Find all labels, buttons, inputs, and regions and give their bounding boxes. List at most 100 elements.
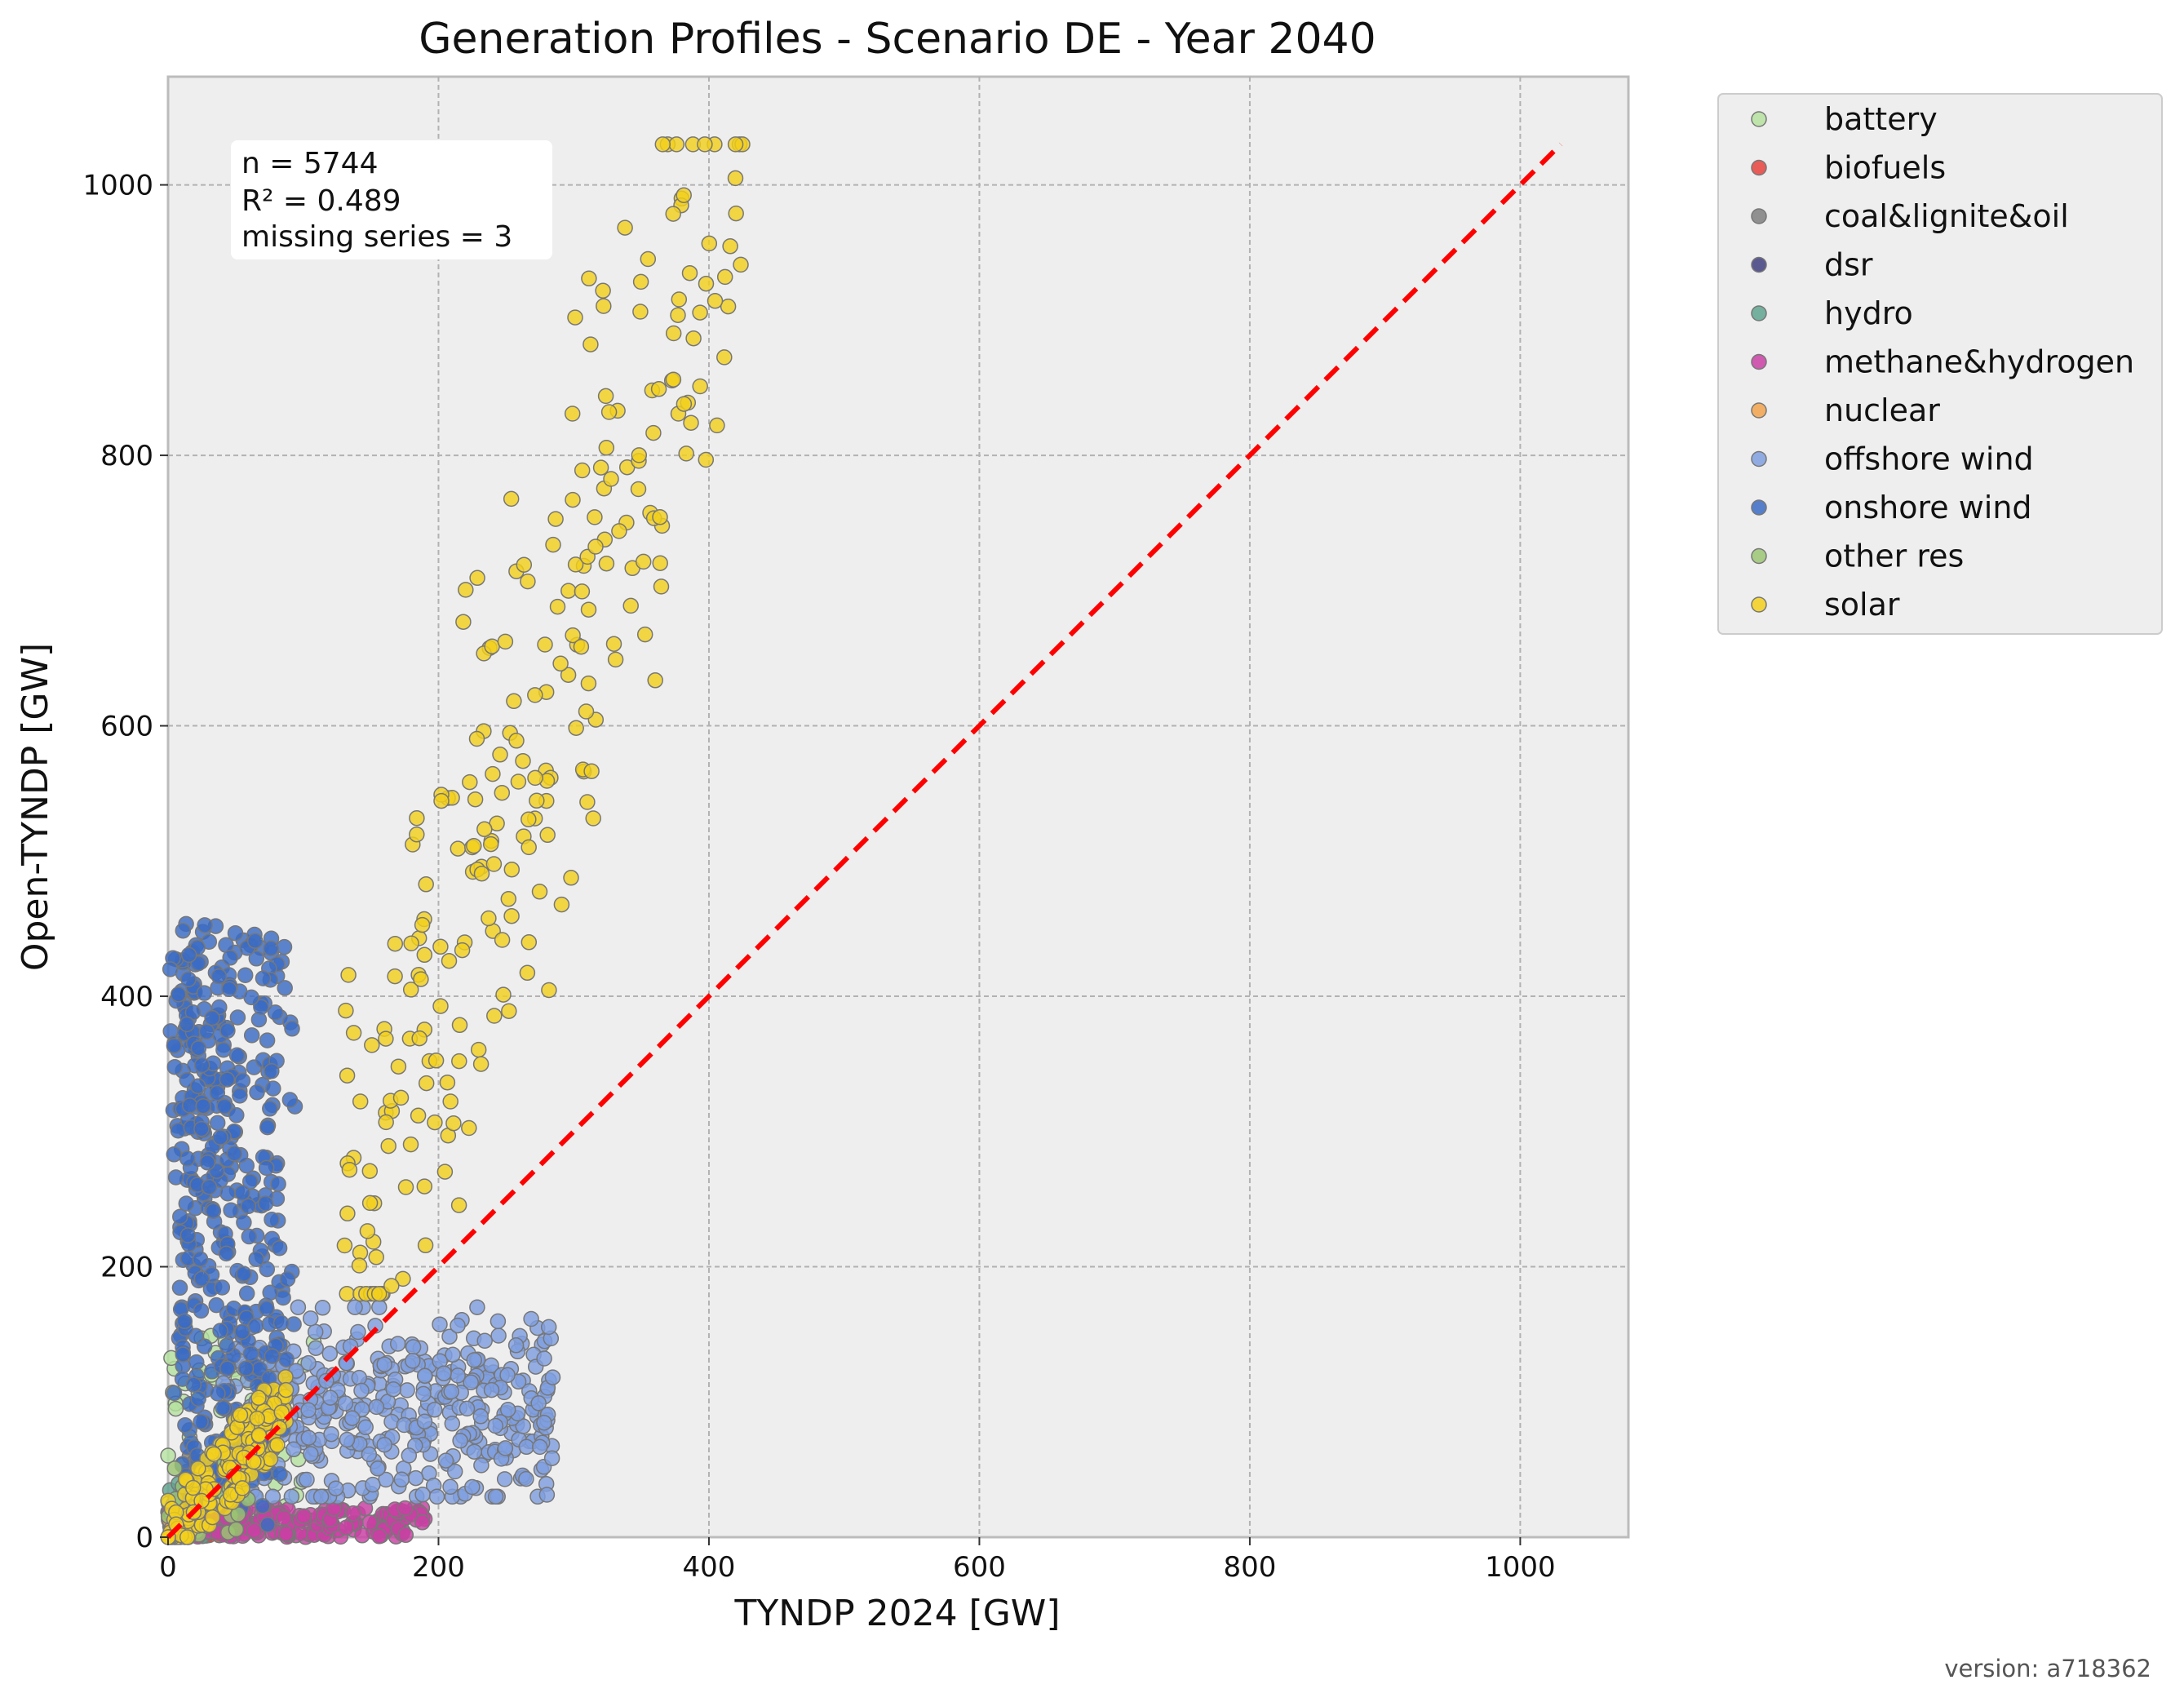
data-point xyxy=(692,378,708,395)
data-point xyxy=(338,1002,354,1019)
data-point xyxy=(190,1460,206,1477)
data-point xyxy=(212,1129,228,1146)
data-point xyxy=(450,1367,466,1384)
data-point xyxy=(587,509,603,525)
data-point xyxy=(215,1041,232,1058)
data-point xyxy=(439,1074,456,1091)
data-point xyxy=(399,1382,415,1398)
data-point xyxy=(277,1525,295,1542)
data-point xyxy=(262,1451,279,1468)
data-point xyxy=(727,136,744,153)
data-point xyxy=(181,1097,198,1114)
data-point xyxy=(345,1025,362,1041)
legend-label-4: hydro xyxy=(1824,295,1913,331)
y-tick-label-1: 200 xyxy=(100,1252,153,1284)
data-point xyxy=(450,840,467,857)
data-point xyxy=(716,268,733,286)
stats-n: n = 5744 xyxy=(241,147,378,180)
data-point xyxy=(492,747,508,763)
data-point xyxy=(352,1093,369,1110)
data-point xyxy=(219,1185,236,1202)
y-tick-label-5: 1000 xyxy=(82,170,153,202)
data-point xyxy=(521,934,538,951)
data-point xyxy=(312,1488,330,1505)
data-point xyxy=(583,763,600,779)
stats-box: n = 5744 R² = 0.489 missing series = 3 xyxy=(231,140,552,259)
data-point xyxy=(432,938,449,955)
data-point xyxy=(578,703,595,720)
data-point xyxy=(339,1431,356,1448)
data-point xyxy=(414,1514,431,1531)
data-point xyxy=(579,794,596,810)
data-point xyxy=(469,570,485,587)
data-point xyxy=(302,1310,319,1327)
data-point xyxy=(212,1323,228,1339)
data-point xyxy=(166,1058,183,1075)
data-point xyxy=(499,1401,516,1418)
data-point xyxy=(210,968,228,985)
data-point xyxy=(166,1146,183,1163)
data-point xyxy=(197,917,213,933)
data-point xyxy=(446,1463,463,1480)
data-point xyxy=(249,1084,265,1101)
data-point xyxy=(243,1027,260,1044)
data-point xyxy=(204,1009,220,1026)
data-point xyxy=(458,582,474,598)
legend-marker-6 xyxy=(1751,402,1767,419)
data-point xyxy=(565,491,581,508)
data-point xyxy=(345,1505,361,1522)
data-point xyxy=(170,986,187,1003)
data-point xyxy=(476,821,493,838)
data-point xyxy=(175,1346,192,1363)
stats-missing: missing series = 3 xyxy=(241,220,512,254)
data-point xyxy=(227,924,244,942)
data-point xyxy=(192,1251,209,1267)
data-point xyxy=(206,1446,222,1462)
series-onshore-wind xyxy=(162,915,303,1533)
data-point xyxy=(228,1521,245,1538)
data-point xyxy=(246,933,264,949)
data-point xyxy=(236,1214,252,1231)
data-point xyxy=(308,1340,324,1356)
data-point xyxy=(455,614,472,630)
data-point xyxy=(395,1270,411,1288)
data-point xyxy=(630,481,647,498)
legend-marker-8 xyxy=(1751,499,1767,516)
data-point xyxy=(185,1376,202,1393)
data-point xyxy=(167,1400,184,1417)
data-point xyxy=(376,1436,392,1453)
data-point xyxy=(597,388,614,405)
data-point xyxy=(264,1211,280,1228)
data-point xyxy=(709,417,725,434)
data-point xyxy=(508,733,525,749)
data-point xyxy=(190,1390,206,1407)
data-point xyxy=(209,1084,226,1101)
data-point xyxy=(255,970,272,986)
data-point xyxy=(670,307,686,323)
data-point xyxy=(242,1345,259,1362)
data-point xyxy=(665,371,682,388)
legend-label-1: biofuels xyxy=(1824,150,1946,186)
data-point xyxy=(238,1285,255,1302)
y-tick-label-4: 800 xyxy=(100,440,153,472)
data-point xyxy=(270,1176,286,1192)
data-point xyxy=(698,451,715,468)
data-point xyxy=(411,1030,427,1047)
data-point xyxy=(199,1155,216,1171)
data-point xyxy=(636,626,653,643)
data-point xyxy=(497,633,514,650)
data-point xyxy=(587,539,604,555)
data-point xyxy=(166,1385,183,1402)
data-point xyxy=(676,187,692,203)
data-point xyxy=(459,1400,476,1417)
y-axis-label: Open-TYNDP [GW] xyxy=(15,643,56,971)
data-point xyxy=(501,1003,517,1019)
data-point xyxy=(521,811,537,828)
data-point xyxy=(188,1354,205,1371)
data-point xyxy=(563,870,579,886)
data-point xyxy=(253,999,269,1016)
data-point xyxy=(432,1316,448,1332)
data-point xyxy=(351,1369,368,1386)
data-point xyxy=(622,597,639,614)
chart-title: Generation Profiles - Scenario DE - Year… xyxy=(419,15,1376,64)
